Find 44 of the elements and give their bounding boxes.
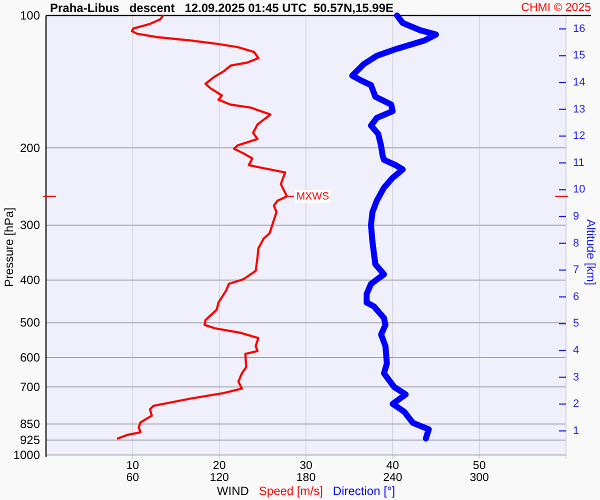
y2-tick-label: 9 (573, 210, 580, 222)
text: CHMI © 2025 (521, 2, 591, 14)
x2-tick-label: 60 (126, 472, 140, 484)
y2-tick-label: 12 (573, 130, 586, 142)
y-tick-label: 925 (20, 433, 40, 448)
y-tick-label: 600 (20, 350, 40, 364)
annotation: MXWS (296, 190, 330, 202)
x-tick-label: 40 (386, 460, 400, 472)
y-axis-title: Pressure [hPa] (2, 208, 16, 287)
y-tick-label: 700 (20, 380, 40, 394)
y2-tick-label: 11 (573, 156, 584, 169)
x2-tick-label: 180 (296, 472, 316, 484)
x-tick-label: 30 (300, 460, 312, 472)
chart-title: Praha-Libus descent 12.09.2025 01:45 UTC 50.57N,15.99E (50, 1, 394, 15)
y-tick-label: 500 (20, 316, 40, 330)
y-tick-label: 300 (20, 218, 40, 232)
y2-tick-label: 2 (573, 398, 580, 410)
x-axis-title: WIND (216, 484, 250, 498)
y2-tick-label: 13 (573, 103, 586, 116)
y-tick-label: 100 (20, 8, 40, 22)
y2-tick-label: 4 (573, 344, 580, 356)
y2-tick-label: 5 (573, 318, 580, 330)
y2-tick-label: 6 (573, 290, 580, 303)
x2-tick-label: 120 (210, 472, 229, 484)
y-tick-label: 400 (20, 273, 40, 288)
text: Direction [°] (332, 484, 396, 498)
x2-tick-label: 300 (470, 472, 489, 484)
x-tick-label: 50 (472, 460, 486, 472)
x-tick-label: 20 (212, 460, 226, 472)
y2-tick-label: 16 (573, 22, 586, 35)
x2-tick-label: 240 (383, 472, 402, 484)
y2-tick-label: 7 (573, 264, 580, 276)
y2-tick-label: 14 (573, 76, 586, 88)
y-tick-label: 850 (20, 416, 40, 431)
y2-axis-title: Altitude [km] (584, 219, 598, 286)
y2-tick-label: 1 (573, 424, 580, 437)
y-tick-label: 200 (20, 140, 40, 155)
text: Speed [m/s] (258, 484, 323, 498)
x-tick-label: 10 (126, 460, 140, 472)
y2-tick-label: 10 (573, 184, 586, 196)
y2-tick-label: 15 (573, 50, 586, 62)
y2-tick-label: 3 (573, 371, 580, 384)
y2-tick-label: 8 (573, 237, 580, 250)
y-tick-label: 1000 (13, 448, 40, 462)
